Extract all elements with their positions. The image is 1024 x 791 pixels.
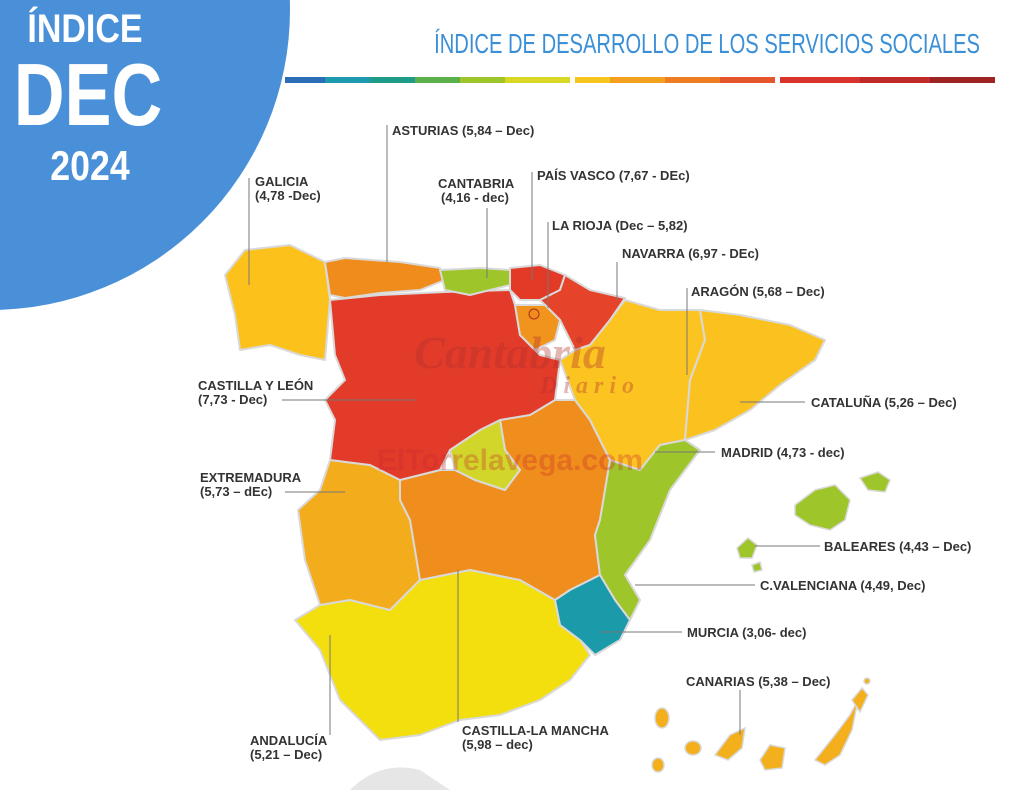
region-murcia [554,574,631,656]
label-aragon: ARAGÓN (5,68 – Dec) [691,284,825,299]
badge-line3: 2024 [50,143,130,189]
label-galicia: GALICIA [255,174,309,189]
badge-line1: ÍNDICE [27,5,142,50]
region-cataluna [684,309,826,441]
label-extremadura: EXTREMADURA [200,470,302,485]
watermark: ElTorrelavega.com [377,444,643,477]
label-madrid: MADRID (4,73 - dec) [721,445,845,460]
label-baleares: BALEARES (4,43 – Dec) [824,539,971,554]
region-castilla-y-leon [324,289,561,481]
africa-shadow [350,767,450,790]
watermark: Cantabria [414,327,606,378]
label-canarias: CANARIAS (5,38 – Dec) [686,674,831,689]
label-galicia: (4,78 -Dec) [255,188,321,203]
map: Cantabria Diario ElTorrelavega.com [224,244,891,790]
region-canarias [651,677,871,773]
label-cantabria: (4,16 - dec) [441,190,509,205]
label-andalucia: ANDALUCÍA [250,733,328,748]
region-asturias [324,257,446,299]
label-pais-vasco: PAÍS VASCO (7,67 - DEc) [537,168,690,183]
leader-lines [248,125,820,735]
label-cataluna: CATALUÑA (5,26 – Dec) [811,395,957,410]
color-bar [285,77,995,83]
badge-line2: DEC [14,45,163,143]
label-andalucia: (5,21 – Dec) [250,747,322,762]
label-la-rioja: LA RIOJA (Dec – 5,82) [552,218,688,233]
label-c-valenciana: C.VALENCIANA (4,49, Dec) [760,578,925,593]
label-navarra: NAVARRA (6,97 - DEc) [622,246,759,261]
region-galicia [224,244,331,361]
title: ÍNDICE DE DESARROLLO DE LOS SERVICIOS SO… [434,29,980,60]
label-murcia: MURCIA (3,06- dec) [687,625,806,640]
label-castilla-la-mancha: CASTILLA-LA MANCHA [462,723,609,738]
label-cantabria: CANTABRIA [438,176,515,191]
region-c-valenciana [594,439,701,621]
region-cantabria [439,267,511,296]
watermark: Diario [539,373,640,399]
capital-dot [528,308,540,320]
region-la-rioja [514,304,561,351]
label-castilla-la-mancha: (5,98 – dec) [462,737,533,752]
badge-circle [0,0,290,310]
region-baleares [736,471,891,573]
label-asturias: ASTURIAS (5,84 – Dec) [392,123,534,138]
label-castilla-y-leon: (7,73 - Dec) [198,392,267,407]
label-castilla-y-leon: CASTILLA Y LEÓN [198,378,313,393]
label-extremadura: (5,73 – dEc) [200,484,272,499]
